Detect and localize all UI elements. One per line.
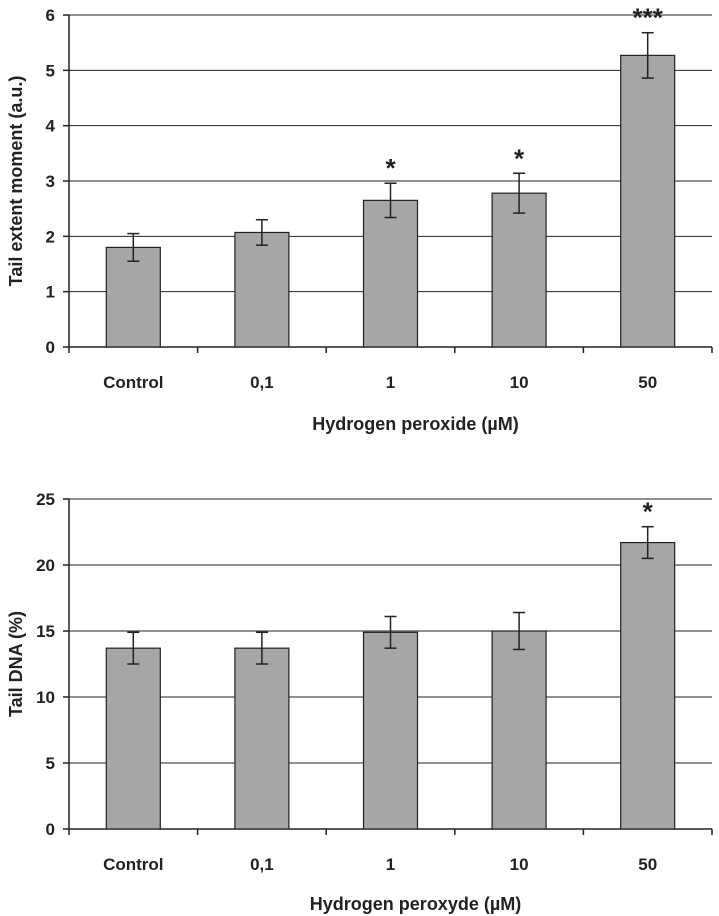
x-axis-label: Hydrogen peroxide (µM) (312, 414, 518, 434)
y-tick-label: 20 (36, 556, 55, 575)
chart-2: 0 5 10 15 20 25 Control 0,1 1 10 * 50 Hydrogen perox… (6, 490, 713, 914)
significance-marker: * (385, 153, 396, 183)
y-tick-label: 0 (46, 820, 55, 839)
y-axis-label: Tail extent moment (a.u.) (6, 76, 26, 287)
bar-4 (491, 630, 547, 830)
y-tick-label: 6 (46, 6, 55, 25)
significance-marker: *** (633, 3, 664, 33)
significance-marker: * (514, 143, 525, 173)
y-tick-label: 4 (46, 117, 56, 136)
bar-5 (620, 541, 676, 830)
error-bar (513, 611, 526, 651)
error-bar (127, 631, 140, 665)
y-tick-label: 1 (46, 283, 55, 302)
y-axis-label: Tail DNA (%) (6, 611, 26, 717)
bar-3 (362, 631, 419, 830)
x-tick-label: 50 (638, 373, 657, 392)
bar-1 (105, 647, 161, 830)
y-tick-label: 5 (46, 61, 55, 80)
y-tick-label: 0 (46, 338, 55, 357)
y-tick-label: 3 (46, 172, 55, 191)
x-tick-label: 0,1 (250, 373, 274, 392)
error-bar (641, 31, 654, 79)
y-tick-label: 10 (36, 688, 55, 707)
bar-2 (234, 647, 290, 830)
y-tick-label: 25 (36, 490, 55, 509)
y-tick-label: 5 (46, 754, 55, 773)
x-tick-label: 10 (510, 855, 529, 874)
x-tick-label: 1 (386, 373, 395, 392)
error-bar (384, 182, 397, 219)
error-bar (127, 232, 140, 262)
bar-4 (491, 192, 547, 348)
y-tick-label: 2 (46, 227, 55, 246)
y-tick-label: 15 (36, 622, 55, 641)
bar-2 (234, 231, 290, 348)
x-tick-label: 50 (638, 855, 657, 874)
error-bar (255, 631, 268, 665)
bar-5 (620, 54, 676, 348)
error-bar (641, 525, 654, 560)
x-axis-label: Hydrogen peroxyde (µM) (310, 894, 521, 914)
x-tick-label: 1 (386, 855, 395, 874)
error-bar (255, 218, 268, 246)
significance-marker: * (643, 497, 654, 527)
bar-1 (105, 246, 161, 348)
bar-3 (362, 199, 419, 348)
chart-1: 0 1 2 3 4 5 6 Control 0,1 * 1 * 10 *** 50 Hydrogen pero… (6, 3, 713, 434)
error-bar (384, 615, 397, 649)
x-tick-label: Control (103, 373, 163, 392)
x-tick-label: 10 (510, 373, 529, 392)
error-bar (513, 172, 526, 214)
x-tick-label: Control (103, 855, 163, 874)
x-tick-label: 0,1 (250, 855, 274, 874)
